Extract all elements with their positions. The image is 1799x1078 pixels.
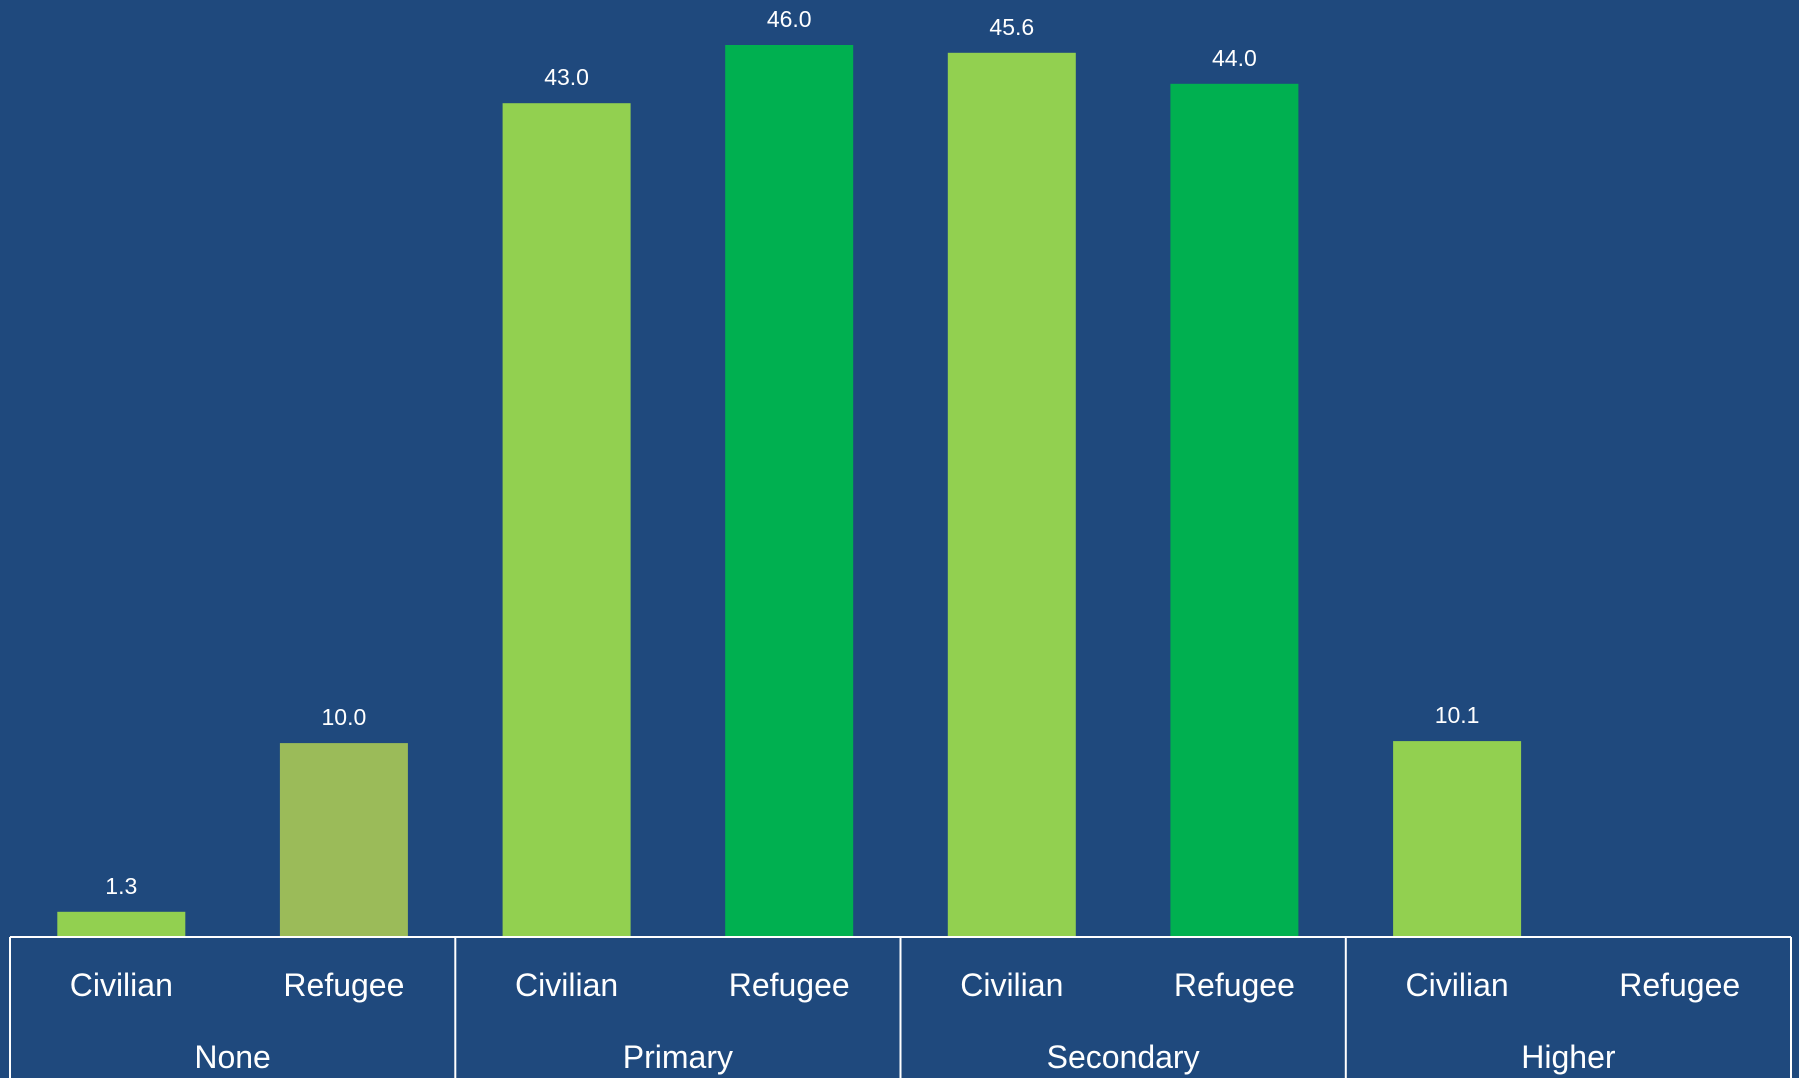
data-label-none-refugee: 10.0	[322, 704, 367, 730]
bar-secondary-refugee	[1170, 83, 1299, 938]
bar-primary-civilian	[502, 103, 631, 937]
group-label-secondary: Secondary	[1047, 1039, 1200, 1075]
group-label-higher: Higher	[1521, 1039, 1616, 1075]
data-label-none-civilian: 1.3	[105, 873, 137, 899]
data-label-higher-civilian: 10.1	[1435, 702, 1480, 728]
tick-label-primary-civilian: Civilian	[515, 967, 618, 1003]
bar-higher-civilian	[1393, 741, 1522, 937]
data-labels-layer: 1.3 10.0 43.0 46.0 45.6 44.0 10.1	[105, 6, 1479, 899]
tick-label-higher-refugee: Refugee	[1619, 967, 1740, 1003]
category-axis: Civilian Refugee None Civilian Refugee Primar…	[9, 936, 1792, 1078]
tick-label-none-civilian: Civilian	[70, 967, 173, 1003]
bar-none-civilian	[57, 911, 186, 937]
tick-label-none-refugee: Refugee	[283, 967, 404, 1003]
tick-label-primary-refugee: Refugee	[729, 967, 850, 1003]
bars-layer	[57, 45, 1522, 938]
data-label-secondary-civilian: 45.6	[989, 14, 1034, 40]
data-label-primary-civilian: 43.0	[544, 64, 589, 90]
data-label-primary-refugee: 46.0	[767, 6, 812, 32]
tick-label-secondary-refugee: Refugee	[1174, 967, 1295, 1003]
bar-none-refugee	[279, 743, 408, 937]
tick-label-higher-civilian: Civilian	[1406, 967, 1509, 1003]
tick-label-secondary-civilian: Civilian	[960, 967, 1063, 1003]
data-label-secondary-refugee: 44.0	[1212, 45, 1257, 71]
bar-primary-refugee	[725, 45, 854, 937]
group-label-none: None	[194, 1039, 271, 1075]
bar-secondary-civilian	[947, 52, 1076, 938]
group-label-primary: Primary	[623, 1039, 733, 1075]
